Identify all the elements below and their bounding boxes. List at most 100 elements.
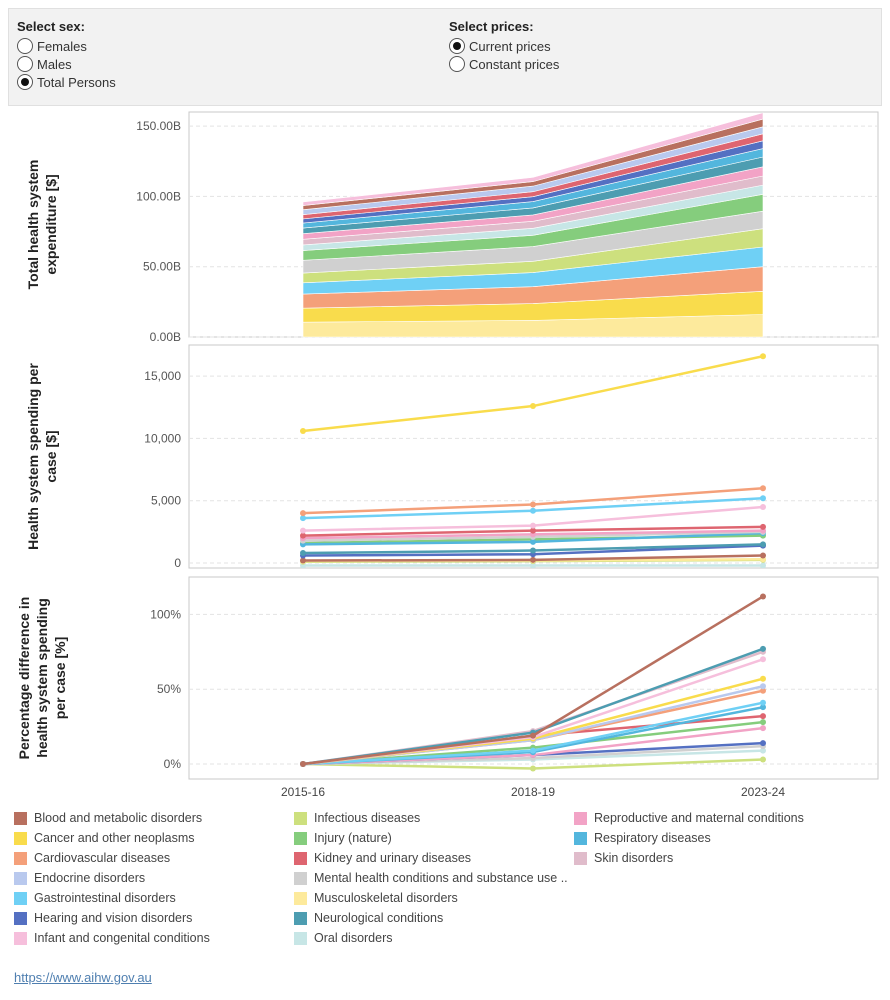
legend-item-infectious-diseases[interactable]: Infectious diseases <box>294 811 420 825</box>
point-infant-and-congenital-conditions[interactable] <box>760 503 766 510</box>
point-infectious-diseases[interactable] <box>530 765 536 772</box>
legend-item-neurological-conditions[interactable]: Neurological conditions <box>294 911 443 925</box>
legend-item-kidney-and-urinary-diseases[interactable]: Kidney and urinary diseases <box>294 851 471 865</box>
point-gastrointestinal-disorders[interactable] <box>300 515 306 522</box>
point-respiratory-diseases[interactable] <box>530 538 536 545</box>
legend-item-respiratory-diseases[interactable]: Respiratory diseases <box>574 831 711 845</box>
legend-label: Gastrointestinal disorders <box>34 891 176 905</box>
point-infant-and-congenital-conditions[interactable] <box>530 522 536 529</box>
point-kidney-and-urinary-diseases[interactable] <box>300 532 306 539</box>
point-neurological-conditions[interactable] <box>530 547 536 554</box>
sex-option-total-persons[interactable]: Total Persons <box>17 73 116 91</box>
point-cancer-and-other-neoplasms[interactable] <box>300 427 306 434</box>
point-blood-and-metabolic-disorders[interactable] <box>530 556 536 563</box>
legend-label: Mental health conditions and substance u… <box>314 871 568 885</box>
point-cancer-and-other-neoplasms[interactable] <box>760 675 766 682</box>
point-neurological-conditions[interactable] <box>300 550 306 557</box>
point-neurological-conditions[interactable] <box>760 541 766 548</box>
aihw-link[interactable]: https://www.aihw.gov.au <box>14 970 152 985</box>
legend-item-endocrine-disorders[interactable]: Endocrine disorders <box>14 871 145 885</box>
legend-item-cancer-and-other-neoplasms[interactable]: Cancer and other neoplasms <box>14 831 195 845</box>
prices-option-current[interactable]: Current prices <box>449 37 559 55</box>
point-blood-and-metabolic-disorders[interactable] <box>760 593 766 600</box>
legend-swatch <box>14 931 27 945</box>
point-respiratory-diseases[interactable] <box>760 704 766 711</box>
legend-label: Infectious diseases <box>314 811 421 825</box>
legend-label: Skin disorders <box>594 851 674 865</box>
radio-selected-icon[interactable] <box>449 38 465 54</box>
legend-item-blood-and-metabolic-disorders[interactable]: Blood and metabolic disorders <box>14 811 202 825</box>
point-cancer-and-other-neoplasms[interactable] <box>760 353 766 360</box>
legend-item-reproductive-and-maternal-conditions[interactable]: Reproductive and maternal conditions <box>574 811 804 825</box>
legend-swatch <box>294 891 307 905</box>
legend-label: Neurological conditions <box>314 911 444 925</box>
legend-item-hearing-and-vision-disorders[interactable]: Hearing and vision disorders <box>14 911 192 925</box>
legend-swatch <box>294 931 307 945</box>
radio-selected-icon[interactable] <box>17 74 33 90</box>
point-blood-and-metabolic-disorders[interactable] <box>760 552 766 559</box>
legend-swatch <box>14 831 27 845</box>
point-blood-and-metabolic-disorders[interactable] <box>300 557 306 564</box>
radio-icon[interactable] <box>17 56 33 72</box>
y-axis-title: Percentage difference in health system sp… <box>16 597 68 760</box>
y-tick-label: 50% <box>157 682 181 696</box>
point-blood-and-metabolic-disorders[interactable] <box>530 732 536 739</box>
legend-label: Cancer and other neoplasms <box>34 831 195 845</box>
point-infectious-diseases[interactable] <box>760 756 766 763</box>
legend-label: Respiratory diseases <box>594 831 711 845</box>
point-injury-nature[interactable] <box>760 719 766 726</box>
point-hearing-and-vision-disorders[interactable] <box>760 740 766 747</box>
point-gastrointestinal-disorders[interactable] <box>760 495 766 502</box>
point-infant-and-congenital-conditions[interactable] <box>760 656 766 663</box>
sex-selector: Select sex: Females Males Total Persons <box>17 19 116 91</box>
legend-item-musculoskeletal-disorders[interactable]: Musculoskeletal disorders <box>294 891 458 905</box>
point-reproductive-and-maternal-conditions[interactable] <box>760 725 766 732</box>
point-kidney-and-urinary-diseases[interactable] <box>760 713 766 720</box>
y-axis-title: Total health system expenditure [$] <box>25 160 59 290</box>
point-oral-disorders[interactable] <box>530 562 536 569</box>
legend-item-infant-and-congenital-conditions[interactable]: Infant and congenital conditions <box>14 931 210 945</box>
y-tick-label: 0% <box>164 757 182 771</box>
prices-option-constant[interactable]: Constant prices <box>449 55 559 73</box>
prices-selector-title: Select prices: <box>449 19 534 34</box>
point-kidney-and-urinary-diseases[interactable] <box>530 527 536 534</box>
spending-per-case-line-chart: 0 5,000 10,000 15,000 Health system spending… <box>25 344 879 570</box>
point-cardiovascular-diseases[interactable] <box>530 501 536 508</box>
legend-swatch <box>294 831 307 845</box>
x-tick-label: 2015-16 <box>281 785 325 799</box>
point-gastrointestinal-disorders[interactable] <box>530 507 536 514</box>
charts-area: 0.00B 50.00B 100.00B 150.00B Total health sy… <box>16 111 879 799</box>
legend-item-oral-disorders[interactable]: Oral disorders <box>294 931 393 945</box>
sex-option-males[interactable]: Males <box>17 55 116 73</box>
point-kidney-and-urinary-diseases[interactable] <box>760 523 766 530</box>
point-oral-disorders[interactable] <box>760 747 766 754</box>
legend-item-cardiovascular-diseases[interactable]: Cardiovascular diseases <box>14 851 170 865</box>
point-cancer-and-other-neoplasms[interactable] <box>530 403 536 410</box>
legend-item-gastrointestinal-disorders[interactable]: Gastrointestinal disorders <box>14 891 176 905</box>
sex-option-females[interactable]: Females <box>17 37 116 55</box>
point-cardiovascular-diseases[interactable] <box>760 485 766 492</box>
legend-label: Oral disorders <box>314 931 393 945</box>
legend-item-mental-health-conditions-and-substance-use[interactable]: Mental health conditions and substance u… <box>294 871 568 885</box>
radio-icon[interactable] <box>449 56 465 72</box>
radio-icon[interactable] <box>17 38 33 54</box>
legend-label: Blood and metabolic disorders <box>34 811 203 825</box>
legend-item-injury-nature[interactable]: Injury (nature) <box>294 831 392 845</box>
y-tick-label: 100.00B <box>136 189 181 203</box>
legend-swatch <box>14 891 27 905</box>
point-blood-and-metabolic-disorders[interactable] <box>300 761 306 768</box>
area-infant-and-congenital-conditions[interactable] <box>302 112 764 206</box>
point-neurological-conditions[interactable] <box>760 645 766 652</box>
point-oral-disorders[interactable] <box>760 562 766 569</box>
legend-swatch <box>294 871 307 885</box>
point-gastrointestinal-disorders[interactable] <box>760 699 766 706</box>
point-cardiovascular-diseases[interactable] <box>300 510 306 517</box>
y-tick-label: 10,000 <box>144 431 181 445</box>
point-infant-and-congenital-conditions[interactable] <box>300 527 306 534</box>
point-cardiovascular-diseases[interactable] <box>760 687 766 694</box>
point-endocrine-disorders[interactable] <box>760 683 766 690</box>
legend-item-skin-disorders[interactable]: Skin disorders <box>574 851 673 865</box>
legend-swatch <box>574 851 587 865</box>
point-gastrointestinal-disorders[interactable] <box>530 747 536 754</box>
y-tick-label: 0 <box>174 556 181 570</box>
